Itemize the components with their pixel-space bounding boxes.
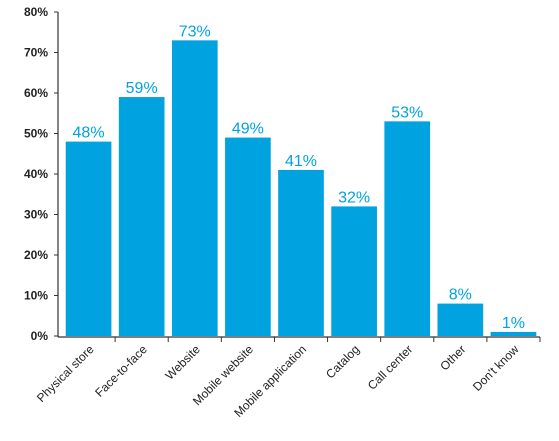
bar xyxy=(171,40,218,336)
y-tick-label: 20% xyxy=(24,248,48,262)
y-axis: 0% 10% 20% 30% 40% 50% 60% 70% 80% xyxy=(24,5,59,343)
x-tick-label: Catalog xyxy=(323,342,362,381)
x-tick-label: Face-to-face xyxy=(92,342,150,400)
bar xyxy=(278,169,324,336)
x-tick-label: Don't know xyxy=(470,342,522,394)
data-labels: 48% 59% 73% 49% 41% 32% 53% 8% 1% xyxy=(73,23,525,332)
data-label: 1% xyxy=(502,315,525,332)
x-tick-label: Physical store xyxy=(34,342,97,405)
y-tick-label: 60% xyxy=(24,86,48,100)
bars xyxy=(65,40,537,336)
bar xyxy=(384,121,431,336)
data-label: 59% xyxy=(126,80,158,97)
y-tick-label: 10% xyxy=(24,289,48,303)
y-tick-label: 80% xyxy=(24,5,48,19)
y-tick-label: 30% xyxy=(24,208,48,222)
y-tick-label: 70% xyxy=(24,46,48,60)
bar xyxy=(118,97,165,336)
data-label: 8% xyxy=(449,287,472,304)
data-label: 32% xyxy=(338,189,370,206)
y-tick-label: 0% xyxy=(31,329,49,343)
data-label: 53% xyxy=(391,104,423,121)
data-label: 48% xyxy=(73,125,105,142)
y-tick-label: 40% xyxy=(24,167,48,181)
bar xyxy=(490,331,537,336)
x-tick-label: Call center xyxy=(365,342,415,392)
data-label: 73% xyxy=(179,23,211,40)
bar xyxy=(437,303,484,336)
bar xyxy=(225,137,271,336)
data-label: 49% xyxy=(232,121,264,138)
bar xyxy=(65,141,112,336)
x-tick-label: Website xyxy=(162,342,203,383)
bar xyxy=(331,206,377,336)
y-tick-label: 50% xyxy=(24,127,48,141)
data-label: 41% xyxy=(285,153,317,170)
x-tick-label: Other xyxy=(437,342,468,373)
